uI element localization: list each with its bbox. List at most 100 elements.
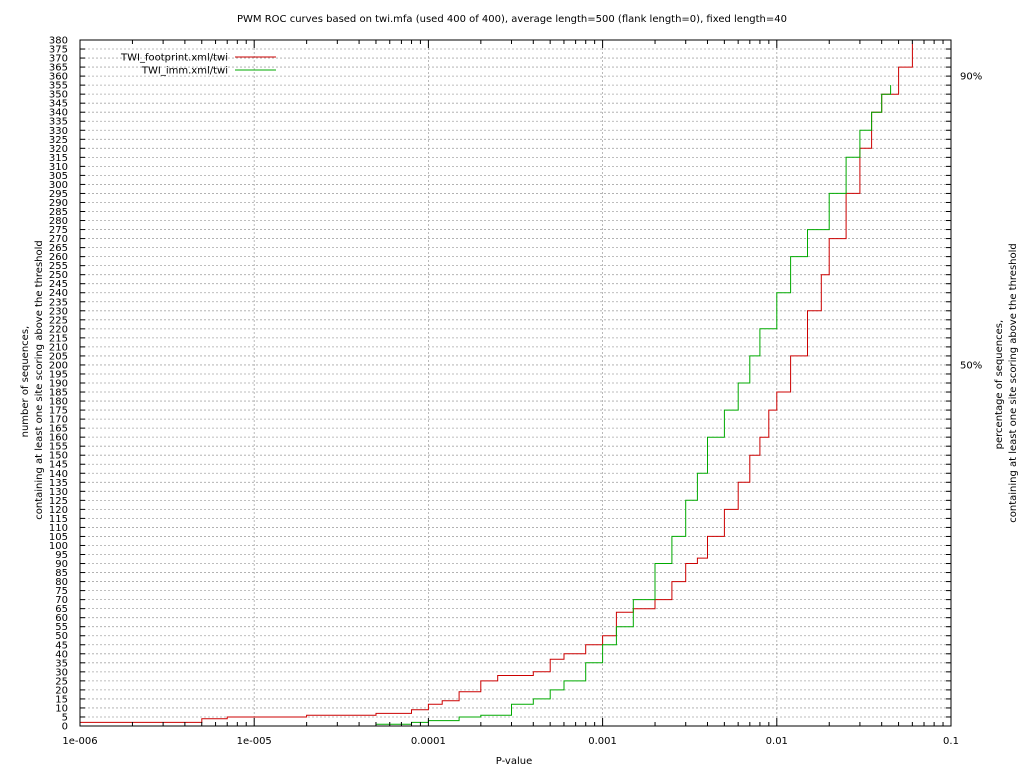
legend: TWI_footprint.xml/twi TWI_imm.xml/twi <box>120 53 276 77</box>
y-tick-label: 130 <box>49 487 68 498</box>
y-tick-label: 95 <box>55 550 68 561</box>
y2-axis-label-line-1: percentage of sequences, <box>994 320 1005 450</box>
y-tick-label: 250 <box>49 270 68 281</box>
y-tick-label: 15 <box>55 694 68 705</box>
grid <box>80 40 951 726</box>
y-tick-label: 295 <box>49 189 68 200</box>
y-tick-label: 310 <box>49 162 68 173</box>
y-tick-label: 120 <box>49 505 68 516</box>
y2-tick-label: 50% <box>960 360 982 371</box>
y-tick-label: 325 <box>49 135 68 146</box>
y-tick-label: 220 <box>49 324 68 335</box>
y-tick-label: 285 <box>49 207 68 218</box>
y-tick-label: 280 <box>49 216 68 227</box>
y-tick-label: 5 <box>62 712 68 723</box>
y-tick-label: 230 <box>49 306 68 317</box>
y-tick-label: 320 <box>49 144 68 155</box>
y-tick-label: 155 <box>49 442 68 453</box>
y-tick-label: 195 <box>49 369 68 380</box>
y-tick-label: 80 <box>55 577 68 588</box>
y-tick-label: 180 <box>49 397 68 408</box>
y-tick-label: 135 <box>49 478 68 489</box>
y-tick-label: 345 <box>49 99 68 110</box>
y-tick-label: 45 <box>55 640 68 651</box>
y-axis-label: number of sequences, containing at least… <box>20 240 45 520</box>
y-tick-label: 350 <box>49 90 68 101</box>
y-tick-label: 125 <box>49 496 68 507</box>
y-tick-label: 85 <box>55 568 68 579</box>
y-tick-label: 20 <box>55 685 68 696</box>
y-tick-label: 190 <box>49 379 68 390</box>
chart-title: PWM ROC curves based on twi.mfa (used 40… <box>237 14 787 25</box>
y-tick-label: 10 <box>55 703 68 714</box>
series-layer <box>80 43 913 725</box>
y-tick-label: 335 <box>49 117 68 128</box>
y-tick-label: 275 <box>49 225 68 236</box>
y-tick-label: 330 <box>49 126 68 137</box>
y-tick-label: 370 <box>49 54 68 65</box>
y-tick-label: 200 <box>49 360 68 371</box>
y-tick-label: 70 <box>55 595 68 606</box>
y-tick-label: 270 <box>49 234 68 245</box>
y-tick-label: 290 <box>49 198 68 209</box>
y-tick-label: 40 <box>55 649 68 660</box>
y-tick-label: 210 <box>49 342 68 353</box>
y-tick-label: 140 <box>49 469 68 480</box>
y-tick-label: 0 <box>62 722 68 733</box>
x-tick-label: 0.01 <box>766 736 788 747</box>
y-tick-label: 265 <box>49 243 68 254</box>
y-tick-label: 255 <box>49 261 68 272</box>
y-tick-label: 170 <box>49 415 68 426</box>
y2-axis-label-line-2: containing at least one site scoring abo… <box>1008 243 1019 523</box>
y-tick-label: 300 <box>49 180 68 191</box>
y-tick-label: 240 <box>49 288 68 299</box>
x-tick-label: 1e-005 <box>237 736 272 747</box>
y-tick-label: 30 <box>55 667 68 678</box>
y-tick-label: 160 <box>49 433 68 444</box>
y-tick-label: 145 <box>49 460 68 471</box>
y2-tick-label: 90% <box>960 72 982 83</box>
y-tick-label: 380 <box>49 36 68 47</box>
y-tick-label: 185 <box>49 388 68 399</box>
x-tick-label: 0.001 <box>588 736 617 747</box>
y-tick-label: 50 <box>55 631 68 642</box>
y-tick-label: 365 <box>49 63 68 74</box>
series-line-2 <box>376 85 892 725</box>
y-tick-label: 60 <box>55 613 68 624</box>
x-tick-label: 0.0001 <box>411 736 446 747</box>
y-tick-label: 355 <box>49 81 68 92</box>
y-tick-label: 165 <box>49 424 68 435</box>
y-tick-label: 340 <box>49 108 68 119</box>
y-tick-label: 100 <box>49 541 68 552</box>
y-tick-label: 55 <box>55 622 68 633</box>
y-tick-label: 115 <box>49 514 68 525</box>
y-tick-label: 260 <box>49 252 68 263</box>
y-tick-label: 90 <box>55 559 68 570</box>
y-tick-label: 35 <box>55 658 68 669</box>
y-tick-label: 75 <box>55 586 68 597</box>
x-tick-label: 0.1 <box>943 736 959 747</box>
y-tick-label: 105 <box>49 532 68 543</box>
y-axis-label-line-2: containing at least one site scoring abo… <box>34 240 45 520</box>
y-tick-label: 110 <box>49 523 68 534</box>
y-tick-label: 215 <box>49 333 68 344</box>
ticks: 0510152025303540455055606570758085909510… <box>49 36 982 748</box>
x-axis-label: P-value <box>496 756 532 767</box>
y-tick-label: 225 <box>49 315 68 326</box>
y-tick-label: 175 <box>49 406 68 417</box>
y-tick-label: 65 <box>55 604 68 615</box>
y-tick-label: 360 <box>49 72 68 83</box>
y-tick-label: 315 <box>49 153 68 164</box>
y-tick-label: 305 <box>49 171 68 182</box>
y-axis-label-line-1: number of sequences, <box>20 326 31 438</box>
y2-axis-label: percentage of sequences, containing at l… <box>994 243 1019 523</box>
x-tick-label: 1e-006 <box>62 736 97 747</box>
y-tick-label: 205 <box>49 351 68 362</box>
legend-label-1: TWI_footprint.xml/twi <box>120 53 228 64</box>
y-tick-label: 25 <box>55 676 68 687</box>
legend-label-2: TWI_imm.xml/twi <box>141 66 228 77</box>
y-tick-label: 235 <box>49 297 68 308</box>
y-tick-label: 150 <box>49 451 68 462</box>
y-tick-label: 375 <box>49 45 68 56</box>
y-tick-label: 245 <box>49 279 68 290</box>
